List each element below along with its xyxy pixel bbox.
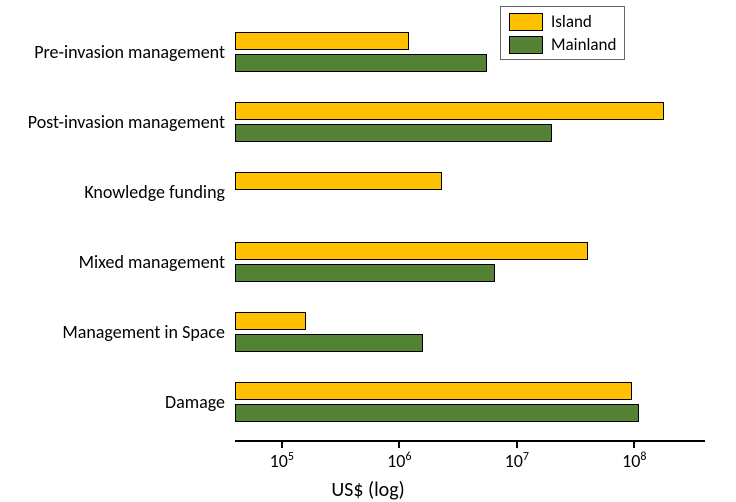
legend-label: Mainland — [551, 34, 616, 55]
category-label: Knowledge funding — [84, 181, 225, 203]
category-label: Pre-invasion management — [34, 41, 225, 63]
bar-island — [235, 382, 632, 400]
legend-swatch — [509, 13, 543, 31]
x-tick-label: 105 — [270, 450, 294, 472]
category-label: Mixed management — [79, 251, 225, 273]
category-label: Damage — [165, 391, 225, 413]
x-tick — [633, 440, 635, 448]
x-tick — [398, 440, 400, 448]
bar-mainland — [235, 404, 639, 422]
x-tick — [281, 440, 283, 448]
x-tick-label: 108 — [622, 450, 646, 472]
chart-container: 105 106 107 108 Pre-invasion management Post-… — [0, 0, 736, 500]
bar-mainland — [235, 54, 487, 72]
x-tick-label: 107 — [505, 450, 529, 472]
legend-item-island: Island — [509, 11, 616, 32]
bar-island — [235, 102, 664, 120]
plot-area: 105106107108Pre-invasion managementPost-… — [235, 20, 705, 442]
bar-island — [235, 172, 442, 190]
x-tick-label: 106 — [387, 450, 411, 472]
bar-mainland — [235, 334, 423, 352]
category-label: Post-invasion management — [28, 111, 225, 133]
bar-island — [235, 32, 409, 50]
bar-island — [235, 242, 588, 260]
category-label: Management in Space — [62, 321, 225, 343]
legend-swatch — [509, 36, 543, 54]
bar-mainland — [235, 124, 552, 142]
legend-item-mainland: Mainland — [509, 34, 616, 55]
bar-island — [235, 312, 306, 330]
x-tick — [516, 440, 518, 448]
x-axis-label: US$ (log) — [331, 478, 404, 502]
legend: IslandMainland — [500, 6, 625, 60]
legend-label: Island — [551, 11, 592, 32]
bar-mainland — [235, 264, 495, 282]
